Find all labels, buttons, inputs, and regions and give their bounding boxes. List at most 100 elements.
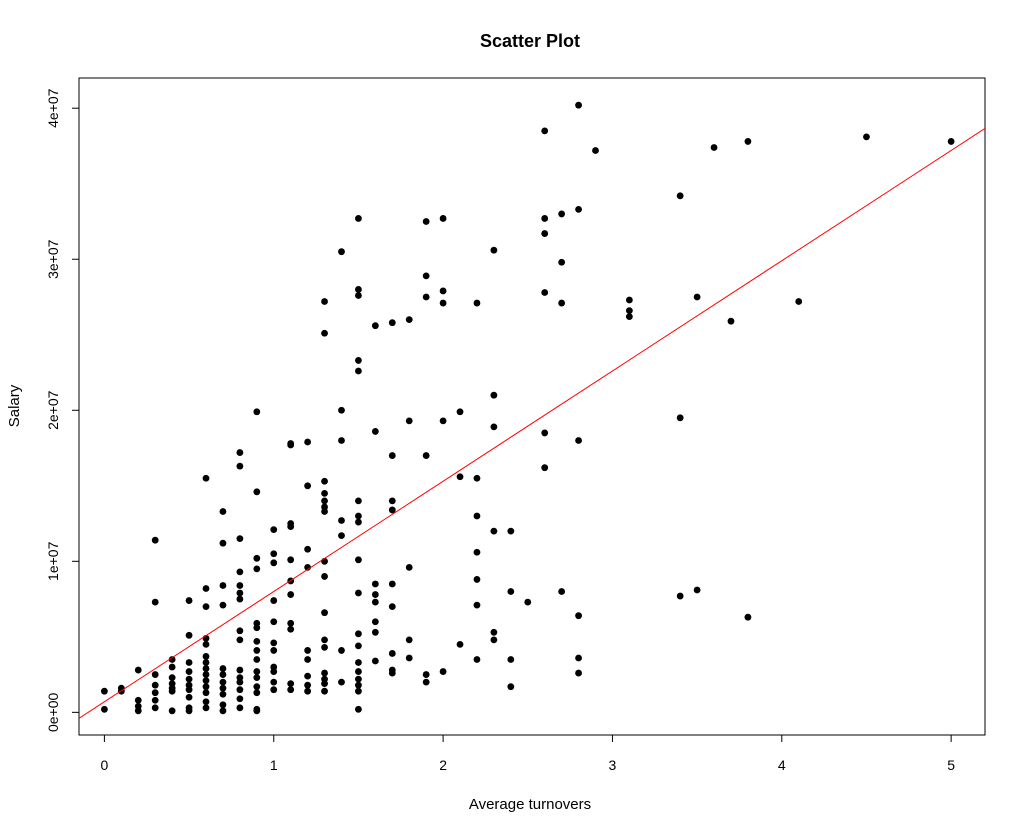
- data-point: [270, 647, 278, 654]
- data-point: [287, 619, 295, 627]
- data-point: [270, 686, 278, 694]
- data-point: [422, 678, 430, 686]
- data-point: [304, 482, 312, 490]
- data-point: [219, 684, 227, 692]
- data-point: [473, 601, 481, 609]
- data-point: [388, 452, 396, 459]
- data-point: [321, 477, 328, 485]
- data-point: [270, 678, 278, 686]
- data-point: [371, 628, 379, 636]
- data-point: [304, 438, 312, 446]
- data-point: [270, 559, 278, 567]
- data-point: [253, 488, 261, 496]
- regression-line: [79, 128, 985, 719]
- data-point: [744, 613, 752, 621]
- data-point: [405, 417, 413, 425]
- data-point: [151, 598, 159, 606]
- data-point: [236, 695, 244, 703]
- data-point: [151, 536, 159, 544]
- x-axis: 0 1 2 3 4 5: [101, 734, 955, 773]
- y-axis: 0e+00 1e+07 2e+07 3e+07 4e+07: [45, 88, 80, 732]
- data-point: [304, 545, 312, 553]
- data-point: [338, 406, 345, 414]
- data-point: [151, 696, 159, 704]
- data-point: [490, 423, 498, 431]
- y-tick-label: 0e+00: [45, 692, 61, 732]
- data-point: [202, 659, 210, 666]
- data-point: [270, 526, 278, 533]
- data-point: [219, 508, 227, 515]
- data-point: [371, 428, 379, 435]
- data-point: [253, 674, 261, 682]
- data-point: [355, 705, 362, 713]
- data-point: [236, 462, 244, 470]
- data-point: [270, 550, 278, 558]
- data-point: [321, 508, 328, 515]
- data-point: [321, 636, 328, 644]
- data-point: [236, 449, 244, 456]
- data-point: [507, 683, 515, 691]
- data-point: [355, 556, 362, 564]
- data-point: [473, 512, 481, 520]
- data-point: [575, 669, 582, 677]
- data-point: [253, 565, 261, 573]
- data-point: [101, 687, 108, 695]
- data-point: [202, 704, 210, 712]
- data-point: [355, 642, 362, 650]
- data-point: [270, 597, 278, 604]
- data-point: [744, 138, 752, 145]
- data-point: [287, 556, 295, 564]
- data-point: [388, 319, 396, 327]
- data-point: [355, 518, 362, 526]
- data-point: [236, 595, 244, 603]
- data-point: [371, 580, 379, 588]
- data-point: [202, 677, 210, 685]
- data-point: [287, 523, 295, 530]
- data-point: [168, 656, 176, 663]
- data-point: [253, 647, 261, 654]
- data-point: [236, 686, 244, 694]
- data-point: [355, 512, 362, 520]
- data-point: [439, 287, 447, 295]
- data-point: [185, 668, 193, 675]
- data-point: [541, 464, 549, 472]
- y-tick-label: 4e+07: [45, 88, 61, 128]
- data-point: [338, 248, 345, 256]
- data-point: [388, 603, 396, 611]
- data-point: [456, 640, 464, 648]
- x-tick-label: 3: [609, 757, 617, 773]
- data-point: [693, 586, 701, 594]
- data-point: [676, 414, 684, 422]
- data-point: [236, 636, 244, 644]
- data-point: [202, 683, 210, 691]
- data-point: [185, 693, 193, 701]
- data-point: [490, 246, 498, 254]
- data-point: [202, 689, 210, 697]
- data-point: [321, 609, 328, 617]
- x-tick-label: 4: [778, 757, 786, 773]
- data-point: [439, 299, 447, 307]
- chart-title: Scatter Plot: [480, 31, 580, 51]
- data-point: [236, 582, 244, 589]
- data-point: [202, 585, 210, 592]
- data-point: [219, 671, 227, 678]
- data-point: [202, 698, 210, 706]
- data-point: [371, 598, 379, 606]
- data-point: [321, 680, 328, 688]
- data-point: [338, 517, 345, 524]
- x-tick-label: 2: [439, 757, 447, 773]
- data-point: [202, 640, 210, 648]
- data-point: [575, 612, 582, 620]
- data-point: [219, 539, 227, 547]
- data-point: [388, 580, 396, 588]
- data-point: [575, 206, 582, 213]
- data-point: [456, 408, 464, 416]
- data-point: [185, 597, 193, 604]
- data-point: [405, 316, 413, 324]
- data-point: [236, 627, 244, 635]
- data-point: [151, 689, 159, 697]
- data-point: [304, 672, 312, 680]
- data-point: [541, 429, 549, 437]
- data-point: [456, 473, 464, 481]
- data-point: [287, 441, 295, 449]
